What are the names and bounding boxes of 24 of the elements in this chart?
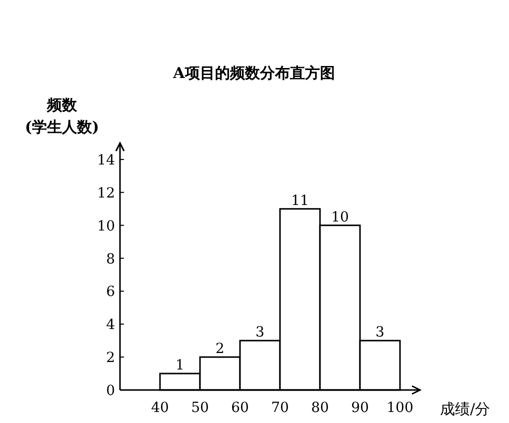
y-tick-label: 2 (106, 350, 115, 366)
y-tick-label: 12 (97, 185, 115, 202)
data-label: 3 (376, 324, 384, 341)
chart-title: A项目的频数分布直方图 (172, 64, 335, 82)
x-tick-label: 70 (271, 400, 289, 416)
x-axis-title: 成绩/分 (440, 400, 490, 418)
x-tick-label: 100 (386, 400, 414, 416)
data-label: 10 (331, 209, 349, 226)
data-label: 11 (291, 192, 309, 209)
x-tick-label: 60 (231, 400, 249, 416)
y-tick-label: 10 (97, 218, 115, 234)
x-tick-label: 50 (191, 400, 209, 416)
y-tick-label: 14 (97, 152, 116, 168)
x-tick-label: 40 (151, 400, 169, 416)
y-tick-label: 4 (106, 317, 116, 334)
data-label: 1 (176, 358, 184, 374)
y-axis-title: 频数 (学生人数) (24, 96, 100, 136)
y-tick-label: 8 (106, 251, 115, 268)
x-tick-label: 90 (351, 400, 369, 416)
x-tick-label: 80 (311, 400, 329, 416)
y-tick-label: 6 (106, 284, 116, 300)
data-label: 3 (256, 324, 264, 341)
data-label: 2 (216, 341, 224, 358)
y-tick-label: 0 (106, 383, 115, 399)
